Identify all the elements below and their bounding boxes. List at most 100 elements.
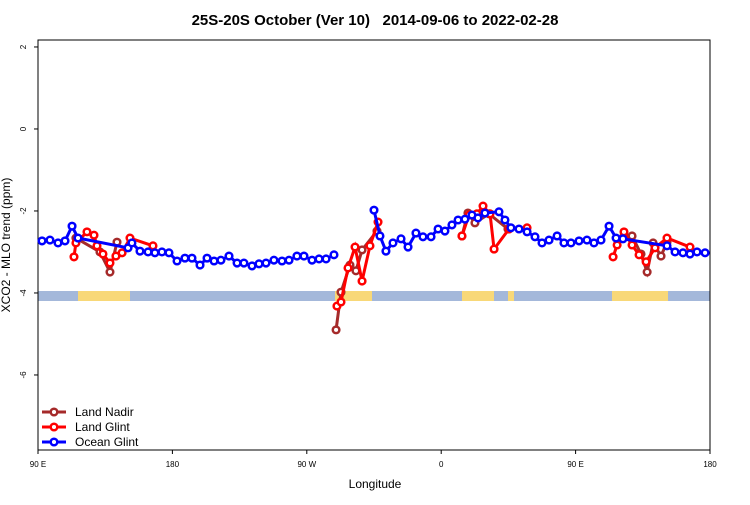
data-point [411,228,421,238]
y-tick-label: 2 [19,44,28,49]
data-point [656,251,666,261]
data-point [202,253,212,263]
data-point [612,240,622,250]
chart-title: 25S-20S October (Ver 10) 2014-09-06 to 2… [192,12,559,29]
data-point [143,247,153,257]
data-point [685,249,695,259]
data-point [105,258,115,268]
data-point [254,259,264,269]
data-point [641,257,651,267]
data-point [537,238,547,248]
data-point [329,250,339,260]
data-point [314,254,324,264]
data-point [627,240,637,250]
data-point [440,226,450,236]
data-point [150,248,160,258]
data-point [269,255,279,265]
y-axis-label: XCO2 - MLO trend (ppm) [0,178,13,313]
data-point [403,242,413,252]
data-point [187,253,197,263]
data-point [608,252,618,262]
data-point [642,267,652,277]
data-point [284,255,294,265]
x-tick-label: 180 [703,460,717,469]
x-tick-label: 90 W [297,460,316,469]
data-point [500,215,510,225]
data-point [530,232,540,242]
data-point [662,233,672,243]
data-point [489,244,499,254]
data-point [336,297,346,307]
data-point [670,247,680,257]
data-point [618,234,628,244]
data-point [514,224,524,234]
data-point [506,223,516,233]
data-point [157,247,167,257]
x-tick-label: 180 [166,460,180,469]
data-point [388,238,398,248]
legend-label: Land Glint [75,420,130,434]
y-tick-label: -4 [19,289,28,297]
data-point [45,235,55,245]
data-point [619,227,629,237]
data-point [117,248,127,258]
x-tick-label: 90 E [567,460,583,469]
data-point [473,213,483,223]
data-point [148,241,158,251]
data-point [426,232,436,242]
data-point [611,233,621,243]
data-point [69,252,79,262]
data-point [480,208,490,218]
data-point [331,325,341,335]
x-tick-label: 90 E [30,460,46,469]
data-point [634,250,644,260]
data-point [195,260,205,270]
data-point [37,236,47,246]
data-point [662,241,672,251]
data-point [247,261,257,271]
data-point [369,205,379,215]
data-point [127,238,137,248]
data-point [357,245,367,255]
data-point [433,224,443,234]
x-axis-label: Longitude [349,477,402,491]
y-tick-label: -6 [19,371,28,379]
data-point [365,241,375,251]
data-point [552,231,562,241]
data-point [98,249,108,259]
data-point [321,254,331,264]
data-point [381,246,391,256]
data-point [164,248,174,258]
data-point [596,235,606,245]
data-point [277,256,287,266]
data-point [544,235,554,245]
data-point [604,221,614,231]
data-point [574,236,584,246]
data-point [53,238,63,248]
x-tick-label: 0 [439,460,444,469]
data-point [457,231,467,241]
land-mask [38,291,710,301]
data-point [396,234,406,244]
y-tick-label: 0 [19,126,28,131]
data-point [82,227,92,237]
data-point [307,255,317,265]
data-point [627,231,637,241]
data-point [239,258,249,268]
data-point [453,215,463,225]
data-point [692,247,702,257]
data-point [678,248,688,258]
data-point [180,253,190,263]
data-point [209,256,219,266]
legend-marker [49,422,59,432]
legend-marker [49,407,59,417]
data-point [67,221,77,231]
data-point [261,258,271,268]
data-point [375,231,385,241]
data-point [105,267,115,277]
data-point [232,258,242,268]
data-point [582,235,592,245]
data-point [89,230,99,240]
data-point [685,242,695,252]
legend-label: Ocean Glint [75,435,139,449]
